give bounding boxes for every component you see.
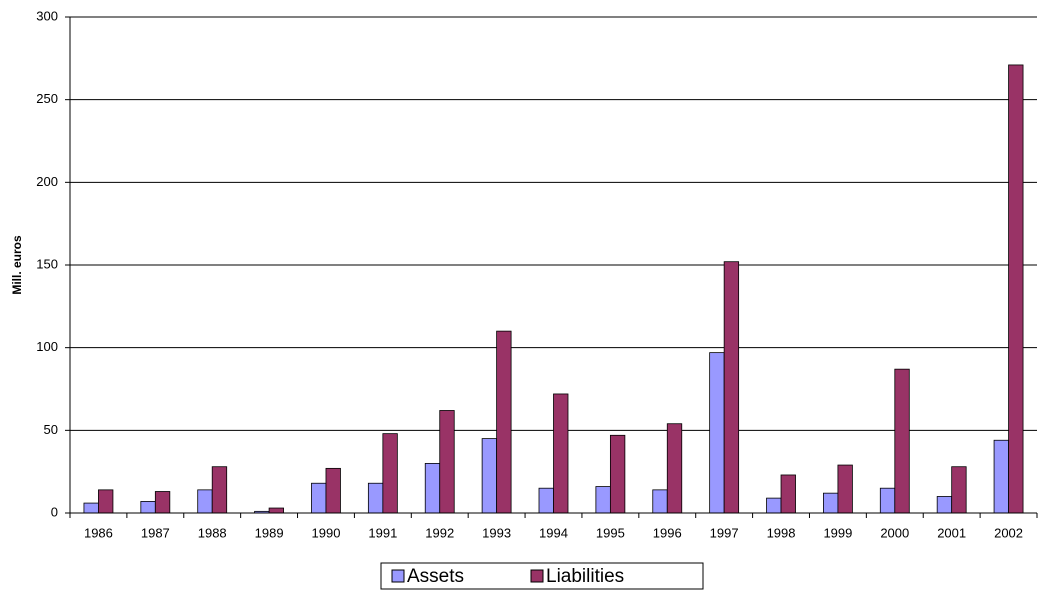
bar — [325, 467, 341, 514]
bar — [723, 261, 740, 514]
x-tick-label: 1988 — [198, 525, 227, 540]
bar — [879, 487, 896, 514]
y-tick-label: 50 — [44, 422, 58, 437]
bar — [424, 462, 441, 514]
bar — [140, 501, 156, 514]
bar — [666, 423, 683, 514]
y-tick-label: 200 — [36, 174, 58, 189]
x-tick-label: 1993 — [482, 525, 511, 540]
legend-swatch — [391, 569, 405, 583]
x-tick-label: 2000 — [880, 525, 909, 540]
bar — [553, 393, 569, 514]
x-tick-label: 1986 — [84, 525, 113, 540]
x-tick-label: 1990 — [312, 525, 341, 540]
legend-label: Liabilities — [546, 566, 624, 587]
bar — [197, 489, 213, 514]
x-tick-label: 1992 — [425, 525, 454, 540]
legend-swatch — [530, 569, 544, 583]
y-tick-label: 150 — [36, 256, 58, 271]
bar — [481, 438, 498, 514]
bar — [311, 482, 327, 514]
bar — [382, 433, 398, 514]
bar — [98, 489, 114, 514]
bar — [1008, 64, 1024, 514]
bar — [780, 474, 796, 514]
x-tick-label: 1987 — [141, 525, 170, 540]
bar — [538, 487, 554, 514]
y-axis-label: Mill. euros — [10, 235, 24, 295]
bar — [936, 496, 953, 514]
x-tick-label: 1997 — [710, 525, 739, 540]
x-tick-label: 2002 — [994, 525, 1023, 540]
bar — [766, 497, 782, 514]
bar — [993, 439, 1009, 514]
bar — [837, 464, 853, 514]
y-tick-label: 0 — [51, 504, 58, 519]
y-tick-label: 300 — [36, 8, 58, 23]
bar — [367, 482, 384, 514]
x-tick-label: 1989 — [255, 525, 284, 540]
bar — [709, 352, 725, 514]
bar — [595, 486, 611, 514]
x-tick-label: 1991 — [368, 525, 397, 540]
bar — [894, 368, 910, 514]
bar — [609, 434, 626, 514]
x-tick-label: 1999 — [823, 525, 852, 540]
x-tick-label: 1995 — [596, 525, 625, 540]
bar — [496, 330, 512, 514]
y-tick-label: 250 — [36, 91, 58, 106]
x-tick-label: 1994 — [539, 525, 568, 540]
x-tick-label: 1996 — [653, 525, 682, 540]
x-tick-label: 1998 — [767, 525, 796, 540]
bar — [83, 502, 99, 514]
bar — [268, 507, 284, 514]
bar — [951, 466, 967, 514]
bar — [211, 466, 228, 514]
legend-label: Assets — [407, 566, 464, 587]
bar — [823, 492, 839, 514]
bar — [154, 491, 171, 514]
bar — [439, 410, 455, 514]
x-tick-label: 2001 — [937, 525, 966, 540]
y-tick-label: 100 — [36, 339, 58, 354]
bar — [652, 489, 668, 514]
